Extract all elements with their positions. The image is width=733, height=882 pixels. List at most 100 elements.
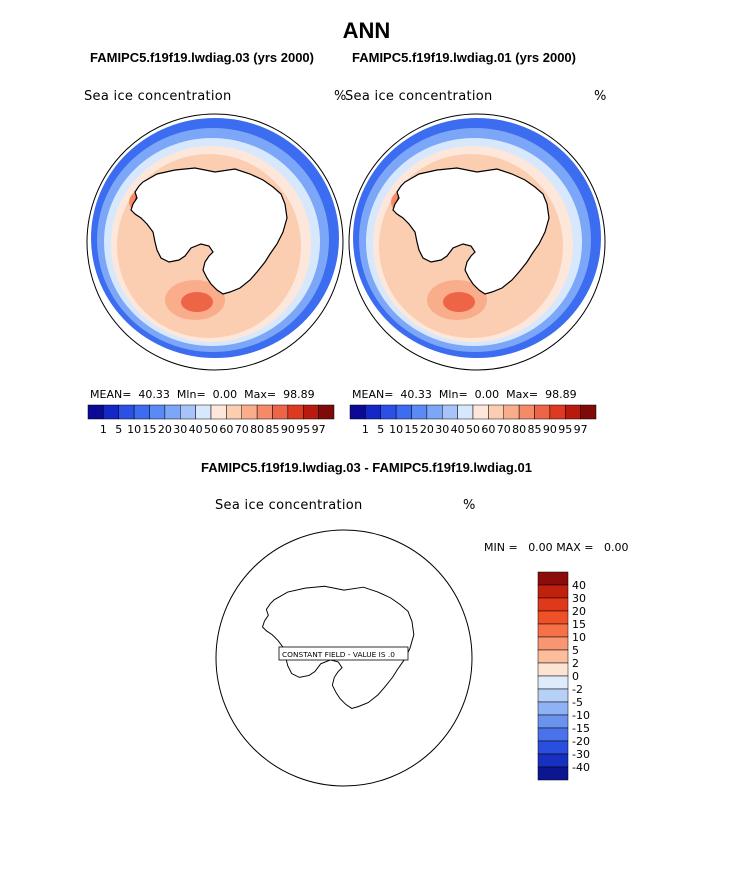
colorbar-swatch xyxy=(365,404,381,420)
right-panel-header: FAMIPC5.f19f19.lwdiag.01 (yrs 2000) xyxy=(352,50,576,65)
left-panel-header: FAMIPC5.f19f19.lwdiag.03 (yrs 2000) xyxy=(90,50,314,65)
right-colorbar: 1 5 10 15 20 30 40 50 60 70 80 85 90 95 97 xyxy=(349,404,597,436)
colorbar-swatch xyxy=(537,753,569,768)
right-mean-value: 40.33 xyxy=(400,388,432,401)
right-field-label: Sea ice concentration xyxy=(345,89,493,104)
colorbar-swatch xyxy=(537,623,569,638)
colorbar-swatch xyxy=(537,688,569,703)
colorbar-swatch xyxy=(241,404,258,420)
colorbar-tick-label: 10 xyxy=(572,631,586,644)
colorbar-tick-label: 80 xyxy=(250,423,264,436)
colorbar-swatch xyxy=(537,649,569,664)
colorbar-swatch xyxy=(537,675,569,690)
colorbar-tick-label: 95 xyxy=(296,423,310,436)
colorbar-swatch xyxy=(118,404,135,420)
colorbar-swatch xyxy=(87,404,104,420)
colorbar-tick-label: 85 xyxy=(266,423,280,436)
diff-max-value: 0.00 xyxy=(603,541,629,554)
colorbar-tick-label: -5 xyxy=(572,696,583,709)
colorbar-tick-label: -2 xyxy=(572,683,583,696)
diff-min-label: MIN = xyxy=(484,541,518,554)
colorbar-swatch xyxy=(256,404,273,420)
left-field-label: Sea ice concentration xyxy=(84,89,232,104)
colorbar-tick-label: 15 xyxy=(572,618,586,631)
colorbar-tick-label: 20 xyxy=(572,605,586,618)
ice-contour xyxy=(443,292,475,312)
left-mean-label: MEAN= xyxy=(90,388,132,401)
colorbar-swatch xyxy=(349,404,366,420)
ice-contour xyxy=(181,292,213,312)
colorbar-tick-label: 70 xyxy=(497,423,511,436)
colorbar-swatch xyxy=(226,404,242,420)
colorbar-tick-label: 60 xyxy=(481,423,495,436)
constant-field-box xyxy=(278,646,409,661)
colorbar-tick-label: 20 xyxy=(158,423,172,436)
colorbar-tick-label: 40 xyxy=(451,423,465,436)
left-max-label: Max= xyxy=(244,388,277,401)
colorbar-swatch xyxy=(318,404,335,420)
colorbar-swatch xyxy=(303,404,319,420)
left-min-label: Mln= xyxy=(176,388,206,401)
left-stats: MEAN= 40.33 Mln= 0.00 Max= 98.89 xyxy=(90,388,315,401)
colorbar-swatch xyxy=(537,714,569,729)
colorbar-tick-label: 15 xyxy=(405,423,419,436)
right-unit-label: % xyxy=(594,89,607,104)
colorbar-swatch xyxy=(149,404,166,420)
colorbar-tick-label: 80 xyxy=(512,423,526,436)
colorbar-swatch xyxy=(503,404,520,420)
colorbar-swatch xyxy=(565,404,581,420)
colorbar-tick-label: 97 xyxy=(312,423,326,436)
right-polar-map xyxy=(348,113,606,371)
colorbar-swatch xyxy=(395,404,412,420)
colorbar-swatch xyxy=(537,662,569,677)
colorbar-tick-label: 30 xyxy=(572,592,586,605)
colorbar-tick-label: 40 xyxy=(189,423,203,436)
colorbar-swatch xyxy=(133,404,150,420)
colorbar-tick-label: 60 xyxy=(219,423,233,436)
diff-field-label: Sea ice concentration xyxy=(215,498,363,513)
left-colorbar: 1 5 10 15 20 30 40 50 60 70 80 85 90 95 97 xyxy=(87,404,335,436)
colorbar-tick-label: 95 xyxy=(558,423,572,436)
colorbar-tick-label: -20 xyxy=(572,735,590,748)
colorbar-swatch xyxy=(457,404,474,420)
colorbar-tick-label: 90 xyxy=(281,423,295,436)
colorbar-tick-label: 20 xyxy=(420,423,434,436)
diff-stats: MIN = 0.00 MAX = 0.00 xyxy=(484,541,628,554)
colorbar-swatch xyxy=(195,404,212,420)
colorbar-tick-label: 70 xyxy=(235,423,249,436)
colorbar-tick-label: -10 xyxy=(572,709,590,722)
colorbar-tick-label: 85 xyxy=(528,423,542,436)
right-map-border xyxy=(348,113,606,371)
colorbar-swatch xyxy=(287,404,304,420)
colorbar-tick-label: 5 xyxy=(115,423,122,436)
colorbar-swatch xyxy=(537,740,569,755)
left-antarctica-coastline xyxy=(130,167,288,295)
right-min-label: Mln= xyxy=(438,388,468,401)
colorbar-tick-label: 2 xyxy=(572,657,579,670)
colorbar-tick-label: 97 xyxy=(574,423,588,436)
right-stats: MEAN= 40.33 Mln= 0.00 Max= 98.89 xyxy=(352,388,577,401)
page-title: ANN xyxy=(342,18,391,43)
diff-unit-label: % xyxy=(463,498,476,513)
right-min-value: 0.00 xyxy=(474,388,500,401)
colorbar-swatch xyxy=(164,404,181,420)
colorbar-swatch xyxy=(537,766,569,781)
colorbar-tick-label: 90 xyxy=(543,423,557,436)
colorbar-tick-label: -15 xyxy=(572,722,590,735)
colorbar-tick-label: 1 xyxy=(362,423,369,436)
right-mean-label: MEAN= xyxy=(352,388,394,401)
colorbar-swatch xyxy=(472,404,489,420)
colorbar-swatch xyxy=(537,727,569,742)
colorbar-swatch xyxy=(537,610,569,625)
colorbar-tick-label: 50 xyxy=(204,423,218,436)
right-antarctica-coastline xyxy=(392,167,550,295)
colorbar-swatch xyxy=(518,404,535,420)
constant-field-note: CONSTANT FIELD - VALUE IS .0 xyxy=(282,650,395,659)
right-max-value: 98.89 xyxy=(545,388,577,401)
colorbar-tick-label: 10 xyxy=(389,423,403,436)
colorbar-tick-label: 5 xyxy=(377,423,384,436)
left-max-value: 98.89 xyxy=(283,388,315,401)
colorbar-swatch xyxy=(534,404,551,420)
